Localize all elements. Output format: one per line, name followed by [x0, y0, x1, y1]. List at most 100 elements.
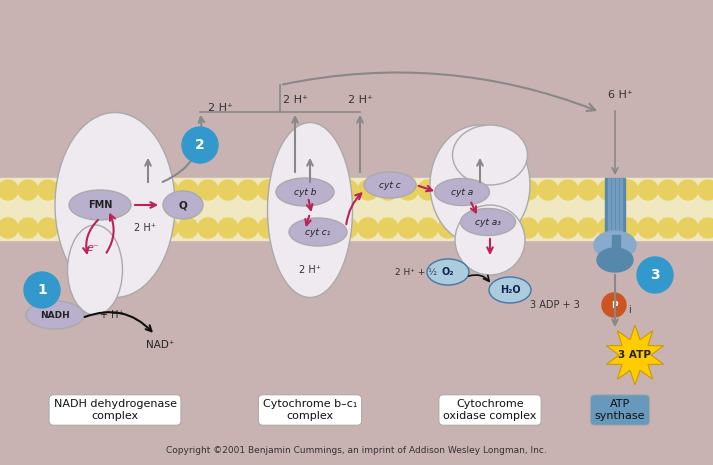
Circle shape — [558, 218, 578, 238]
Text: Cytochrome
oxidase complex: Cytochrome oxidase complex — [443, 399, 537, 421]
Circle shape — [598, 180, 618, 200]
Circle shape — [398, 180, 418, 200]
Circle shape — [538, 180, 558, 200]
Ellipse shape — [163, 191, 203, 219]
Circle shape — [138, 180, 158, 200]
Circle shape — [378, 180, 398, 200]
Circle shape — [498, 180, 518, 200]
Text: P: P — [611, 300, 617, 310]
Circle shape — [318, 180, 338, 200]
Circle shape — [78, 218, 98, 238]
Circle shape — [158, 180, 178, 200]
Circle shape — [698, 218, 713, 238]
Text: 3 ATP: 3 ATP — [618, 350, 652, 360]
Circle shape — [138, 218, 158, 238]
Text: NADH: NADH — [40, 311, 70, 319]
Circle shape — [18, 180, 38, 200]
Text: cyt a: cyt a — [451, 187, 473, 197]
Ellipse shape — [430, 125, 530, 245]
Text: cyt c: cyt c — [379, 180, 401, 190]
Ellipse shape — [427, 259, 469, 285]
Text: + H⁺: + H⁺ — [100, 310, 124, 320]
Text: 2 H⁺ + ½: 2 H⁺ + ½ — [395, 267, 437, 277]
Text: 2 H⁺: 2 H⁺ — [347, 95, 372, 105]
Text: NADH dehydrogenase
complex: NADH dehydrogenase complex — [53, 399, 177, 421]
Circle shape — [478, 180, 498, 200]
Ellipse shape — [68, 225, 123, 315]
Bar — [620, 178, 622, 236]
Ellipse shape — [489, 277, 531, 303]
Circle shape — [398, 218, 418, 238]
Circle shape — [318, 218, 338, 238]
Circle shape — [598, 218, 618, 238]
Circle shape — [238, 218, 258, 238]
Text: H₂O: H₂O — [500, 285, 520, 295]
Ellipse shape — [455, 205, 525, 275]
Circle shape — [418, 180, 438, 200]
Text: O₂: O₂ — [442, 267, 454, 277]
Circle shape — [578, 180, 598, 200]
Text: Copyright ©2001 Benjamin Cummings, an imprint of Addison Wesley Longman, Inc.: Copyright ©2001 Benjamin Cummings, an im… — [165, 445, 546, 454]
Ellipse shape — [597, 248, 633, 272]
Ellipse shape — [289, 218, 347, 246]
Circle shape — [498, 218, 518, 238]
Ellipse shape — [453, 125, 528, 185]
Text: 2 H⁺: 2 H⁺ — [134, 223, 156, 233]
Text: 6 H⁺: 6 H⁺ — [607, 90, 632, 100]
Circle shape — [158, 218, 178, 238]
Circle shape — [578, 218, 598, 238]
Circle shape — [538, 218, 558, 238]
Text: 3: 3 — [650, 268, 660, 282]
Circle shape — [638, 180, 658, 200]
Circle shape — [678, 180, 698, 200]
Ellipse shape — [267, 122, 352, 298]
Ellipse shape — [594, 231, 636, 259]
Circle shape — [438, 218, 458, 238]
Text: 3 ADP + 3: 3 ADP + 3 — [530, 300, 580, 310]
Circle shape — [338, 180, 358, 200]
Circle shape — [98, 180, 118, 200]
Circle shape — [378, 218, 398, 238]
Text: 2 H⁺: 2 H⁺ — [282, 95, 307, 105]
Ellipse shape — [69, 190, 131, 220]
Text: e⁻: e⁻ — [86, 243, 99, 253]
Circle shape — [637, 257, 673, 293]
Bar — [0, 178, 713, 240]
Circle shape — [618, 218, 638, 238]
Text: 2 H⁺: 2 H⁺ — [299, 265, 321, 275]
Text: 2: 2 — [195, 138, 205, 152]
Text: cyt c₁: cyt c₁ — [305, 227, 331, 237]
Circle shape — [478, 218, 498, 238]
Circle shape — [38, 218, 58, 238]
Circle shape — [258, 180, 278, 200]
Text: ATP
synthase: ATP synthase — [595, 399, 645, 421]
Circle shape — [218, 180, 238, 200]
Bar — [612, 178, 614, 236]
Bar — [605, 178, 625, 236]
Ellipse shape — [364, 172, 416, 198]
Text: i: i — [628, 305, 631, 315]
Circle shape — [518, 218, 538, 238]
Circle shape — [278, 218, 298, 238]
Circle shape — [182, 127, 218, 163]
Circle shape — [98, 218, 118, 238]
Circle shape — [358, 218, 378, 238]
Circle shape — [24, 272, 60, 308]
Text: NAD⁺: NAD⁺ — [146, 340, 174, 350]
Ellipse shape — [55, 113, 175, 298]
Bar — [616, 178, 618, 236]
Ellipse shape — [434, 179, 490, 206]
Circle shape — [38, 180, 58, 200]
Circle shape — [218, 218, 238, 238]
Circle shape — [78, 180, 98, 200]
FancyArrowPatch shape — [283, 73, 595, 111]
Bar — [608, 178, 610, 236]
Circle shape — [238, 180, 258, 200]
Circle shape — [258, 218, 278, 238]
Polygon shape — [607, 325, 664, 385]
Bar — [612, 235, 620, 265]
Circle shape — [58, 180, 78, 200]
Circle shape — [198, 180, 218, 200]
Circle shape — [0, 180, 18, 200]
Circle shape — [458, 218, 478, 238]
